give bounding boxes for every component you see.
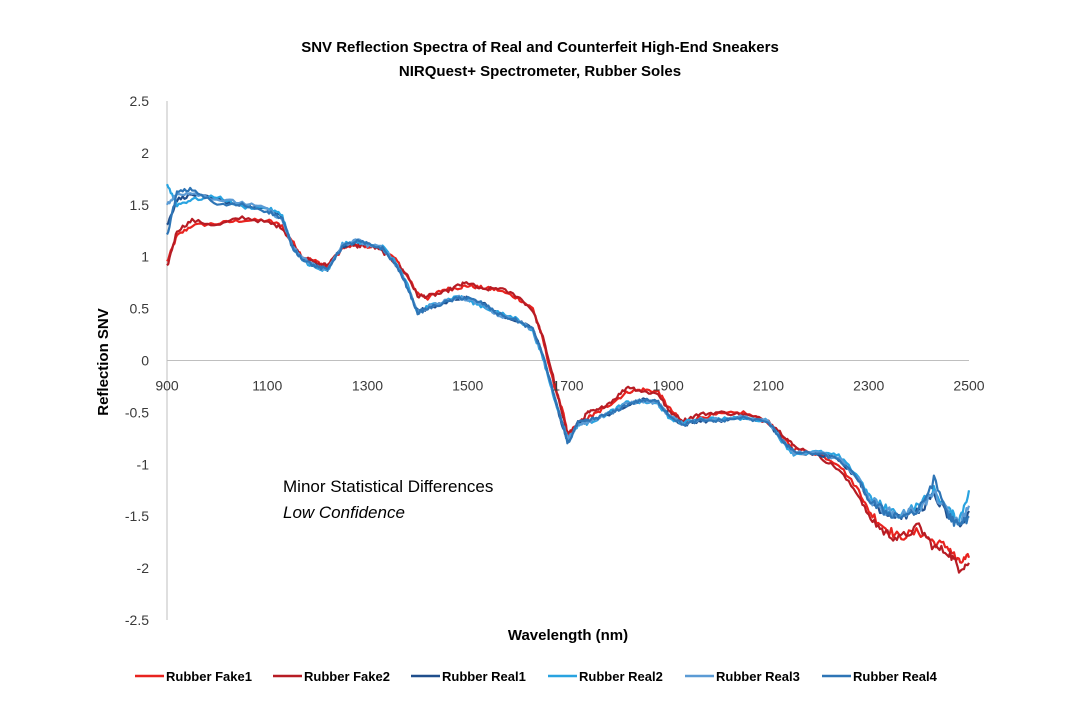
y-tick-label: 0.5: [130, 301, 150, 317]
x-tick-label: 2500: [953, 378, 984, 394]
annotation-confidence: Low Confidence: [283, 503, 405, 522]
y-tick-label: 1: [141, 249, 149, 265]
x-tick-label: 1900: [653, 378, 684, 394]
series-line-5: [166, 192, 971, 526]
y-axis-ticks: 2.5 2 1.5 1 0.5 0 -0.5 -1 -1.5 -2 -2.5: [125, 93, 149, 628]
x-axis-label: Wavelength (nm): [508, 627, 628, 644]
legend-label-2: Rubber Fake2: [304, 669, 390, 684]
series-line-6: [166, 186, 970, 527]
legend-label-3: Rubber Real1: [442, 669, 526, 684]
y-tick-label: 0: [141, 353, 149, 369]
legend-label-6: Rubber Real4: [853, 669, 938, 684]
legend-label-4: Rubber Real2: [579, 669, 663, 684]
y-tick-label: -2: [137, 560, 150, 576]
x-tick-label: 1100: [252, 378, 282, 394]
y-tick-label: -1.5: [125, 508, 149, 524]
y-tick-label: -1: [137, 456, 150, 472]
x-tick-label: 2100: [753, 378, 784, 394]
x-tick-label: 1500: [452, 378, 483, 394]
legend-label-1: Rubber Fake1: [166, 669, 252, 684]
x-tick-label: 1700: [552, 378, 583, 394]
legend-label-5: Rubber Real3: [716, 669, 800, 684]
chart-title: SNV Reflection Spectra of Real and Count…: [301, 39, 779, 56]
y-tick-label: 2.5: [130, 93, 150, 109]
y-tick-label: -2.5: [125, 612, 149, 628]
x-axis-ticks: 900 1100 1300 1500 1700 1900 2100 2300 2500: [155, 378, 984, 394]
series-line-4: [165, 183, 971, 526]
legend: Rubber Fake1 Rubber Fake2 Rubber Real1 Rubb…: [135, 669, 938, 684]
x-tick-label: 2300: [853, 378, 884, 394]
plot-area: [165, 101, 971, 620]
x-tick-label: 1300: [352, 378, 383, 394]
y-tick-label: -0.5: [125, 404, 149, 420]
x-tick-label: 900: [155, 378, 179, 394]
y-tick-label: 1.5: [130, 197, 150, 213]
chart-subtitle: NIRQuest+ Spectrometer, Rubber Soles: [399, 63, 681, 80]
series-line-2: [166, 215, 970, 574]
y-axis-label: Reflection SNV: [95, 308, 112, 416]
y-tick-label: 2: [141, 145, 149, 161]
annotation-main: Minor Statistical Differences: [283, 477, 493, 496]
